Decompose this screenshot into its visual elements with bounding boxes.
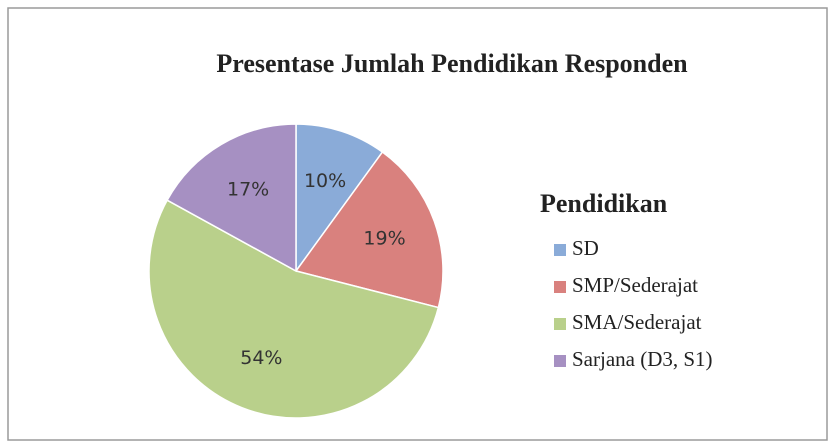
legend-title: Pendidikan — [540, 189, 668, 218]
pie-slice — [295, 123, 384, 274]
pie-slice — [294, 151, 444, 309]
legend-swatch — [554, 355, 566, 367]
data-label: 19% — [363, 228, 405, 250]
legend-swatch — [554, 244, 566, 256]
legend-swatch — [554, 318, 566, 330]
pie-slice — [148, 199, 440, 419]
legend-swatch — [554, 281, 566, 293]
chart-title: Presentase Jumlah Pendidikan Responden — [216, 49, 688, 78]
legend-label: Sarjana (D3, S1) — [572, 347, 713, 371]
pie-slice — [166, 123, 297, 273]
legend-label: SMA/Sederajat — [572, 310, 702, 334]
legend-label: SMP/Sederajat — [572, 273, 698, 297]
legend-label: SD — [572, 236, 599, 260]
data-label: 17% — [227, 179, 269, 201]
data-label: 10% — [304, 170, 346, 192]
data-label: 54% — [240, 347, 282, 369]
